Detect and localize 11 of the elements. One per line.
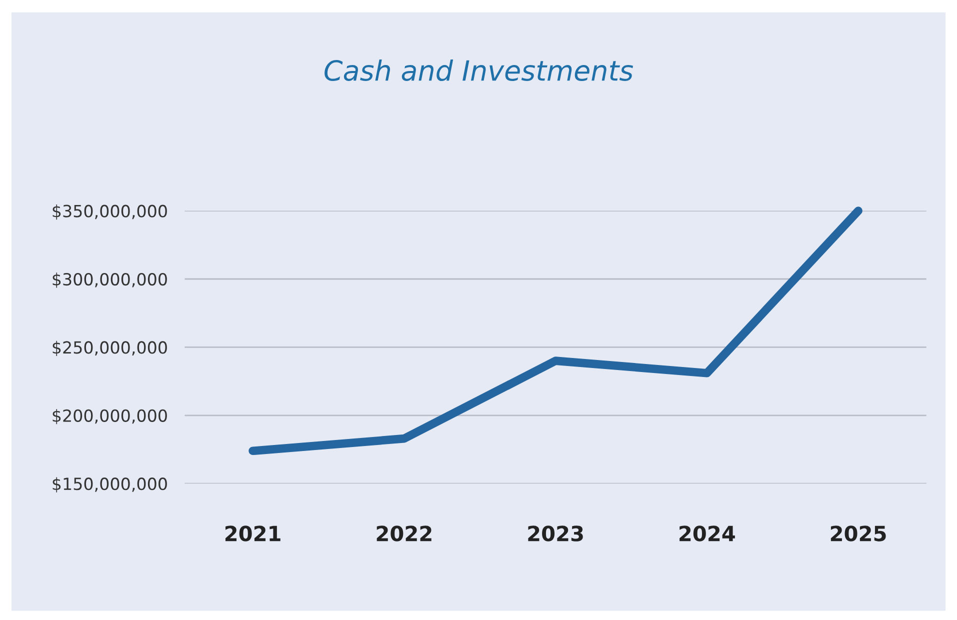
chart-title: Cash and Investments: [324, 59, 634, 81]
x-tick-label: 2024: [680, 526, 735, 542]
x-tick-label: 2022: [376, 526, 432, 542]
y-tick-label: $200,000,000: [52, 409, 167, 424]
y-tick-label: $300,000,000: [52, 272, 167, 288]
y-tick-label: $350,000,000: [52, 204, 167, 220]
x-tick-label: 2025: [830, 526, 886, 542]
y-tick-label: $150,000,000: [52, 477, 167, 492]
x-tick-label: 2021: [225, 526, 280, 542]
x-tick-label: 2023: [528, 526, 583, 542]
y-tick-label: $250,000,000: [52, 340, 167, 356]
